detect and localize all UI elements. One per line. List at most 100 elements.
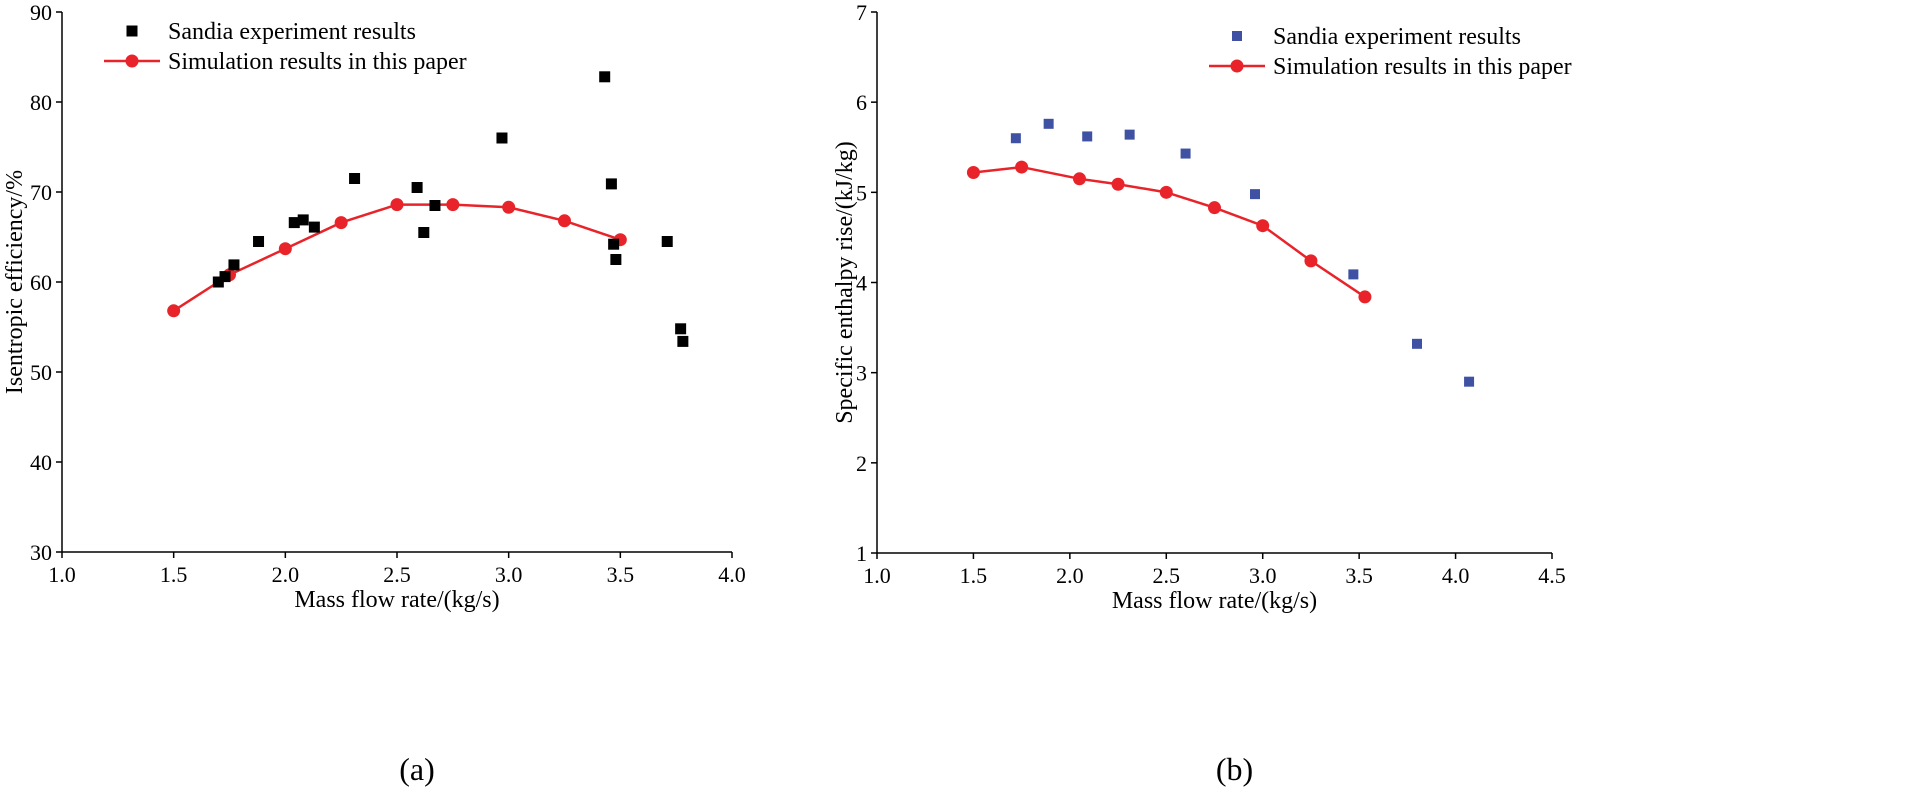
y-tick-label: 1 (856, 541, 867, 566)
legend-marker-square (126, 25, 138, 37)
experiment-point (429, 200, 441, 211)
panel-b-y-axis-label: Specific enthalpy rise/(kJ/kg) (832, 141, 858, 424)
panel-a-y-axis-label: Isentropic efficiency/% (2, 170, 28, 394)
x-tick-label: 4.0 (1442, 563, 1470, 588)
experiment-point (1180, 148, 1191, 159)
experiment-point (418, 227, 430, 238)
experiment-point (675, 323, 687, 335)
experiment-point (605, 178, 617, 190)
experiment-point (610, 254, 622, 265)
y-tick-label: 80 (30, 90, 52, 115)
legend-marker-circle (125, 54, 139, 68)
y-tick-label: 3 (856, 361, 867, 386)
panel-a-x-axis-label: Mass flow rate/(kg/s) (294, 587, 499, 613)
simulation-point (1256, 219, 1270, 233)
simulation-point (1159, 185, 1173, 199)
experiment-point (1464, 376, 1475, 387)
y-tick-label: 7 (856, 0, 867, 25)
x-tick-label: 1.5 (960, 563, 988, 588)
experiment-point (1250, 189, 1260, 200)
x-tick-label: 2.0 (272, 562, 300, 587)
x-tick-label: 4.0 (718, 562, 746, 587)
experiment-point (297, 214, 309, 226)
simulation-point (966, 165, 980, 179)
experiment-point (661, 236, 673, 247)
y-tick-label: 40 (30, 450, 52, 475)
y-tick-label: 30 (30, 540, 52, 565)
panel-b-chart: 1.0 1.5 2.0 2.5 3.0 3.5 4.0 4.5 1 2 3 4 5 6 7 Sandia … (832, 0, 1572, 787)
x-tick-label: 3.0 (1249, 563, 1277, 588)
simulation-point (1208, 201, 1221, 215)
simulation-point (558, 214, 571, 228)
simulation-line (172, 203, 621, 312)
simulation-point (1304, 254, 1318, 268)
panel-a-simulation-series (167, 198, 627, 318)
panel-a-y-ticks: 30 40 50 60 70 80 90 (30, 0, 62, 565)
y-tick-label: 60 (30, 270, 52, 295)
simulation-point (1073, 172, 1086, 186)
panel-b-x-axis-label: Mass flow rate/(kg/s) (1112, 588, 1317, 614)
simulation-point (390, 198, 404, 212)
x-tick-label: 2.5 (1153, 563, 1181, 588)
x-tick-label: 2.5 (383, 562, 411, 587)
panel-b-x-ticks: 1.0 1.5 2.0 2.5 3.0 3.5 4.0 4.5 (863, 553, 1566, 588)
x-tick-label: 1.0 (48, 562, 76, 587)
panel-a-label: (a) (399, 751, 435, 787)
simulation-point (502, 200, 516, 214)
experiment-point (677, 335, 689, 347)
simulation-point (446, 198, 460, 212)
panel-b-axes (876, 12, 1552, 554)
panel-b-experiment-series (1010, 118, 1475, 387)
x-tick-label: 1.5 (160, 562, 188, 587)
panel-b-label: (b) (1216, 751, 1253, 787)
x-tick-label: 3.0 (495, 562, 523, 587)
experiment-point (1043, 118, 1054, 129)
simulation-point (167, 304, 181, 318)
experiment-point (1124, 129, 1135, 140)
experiment-point (308, 221, 320, 233)
panel-b-simulation-series (966, 160, 1372, 304)
y-tick-label: 90 (30, 0, 52, 25)
experiment-point (228, 259, 240, 271)
simulation-point (1111, 177, 1125, 191)
y-tick-label: 5 (856, 180, 867, 205)
experiment-point (496, 132, 508, 144)
experiment-point (288, 217, 300, 229)
experiment-point (253, 236, 265, 247)
simulation-point (1358, 290, 1372, 304)
legend-label-simulation: Simulation results in this paper (1273, 54, 1572, 80)
experiment-point (599, 71, 611, 83)
x-tick-label: 2.0 (1056, 563, 1084, 588)
experiment-point (1412, 338, 1422, 349)
x-tick-label: 4.5 (1538, 563, 1566, 588)
panel-a-experiment-series (212, 71, 689, 347)
panel-b-legend: Sandia experiment results Simulation res… (1209, 24, 1572, 80)
simulation-point (1015, 160, 1029, 174)
panel-a-legend: Sandia experiment results Simulation res… (104, 19, 467, 75)
legend-label-experiment: Sandia experiment results (1273, 24, 1521, 50)
x-tick-label: 3.5 (1345, 563, 1373, 588)
y-tick-label: 6 (856, 90, 867, 115)
experiment-point (1348, 269, 1359, 280)
experiment-point (411, 182, 423, 193)
x-tick-label: 3.5 (607, 562, 635, 587)
panel-a-axes (61, 12, 732, 553)
panel-a-chart: 1.0 1.5 2.0 2.5 3.0 3.5 4.0 30 40 50 60 70 80 90 San… (2, 0, 746, 787)
y-tick-label: 70 (30, 180, 52, 205)
x-tick-label: 1.0 (863, 563, 891, 588)
experiment-point (1010, 133, 1021, 144)
simulation-point (334, 216, 348, 230)
legend-label-simulation: Simulation results in this paper (168, 49, 467, 75)
panel-b-y-ticks: 1 2 3 4 5 6 7 (856, 0, 877, 566)
legend-label-experiment: Sandia experiment results (168, 19, 416, 45)
legend-marker-circle (1230, 59, 1244, 73)
experiment-point (608, 238, 620, 250)
experiment-point (212, 276, 224, 288)
experiment-point (349, 173, 361, 184)
y-tick-label: 50 (30, 360, 52, 385)
legend-marker-square (1232, 31, 1242, 41)
y-tick-label: 2 (856, 451, 867, 476)
y-tick-label: 4 (856, 271, 867, 296)
experiment-point (219, 271, 231, 283)
